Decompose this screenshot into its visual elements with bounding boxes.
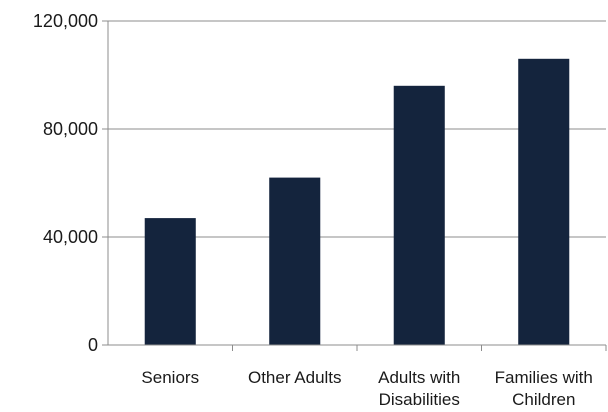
x-category-label: Families with Children [495,368,593,409]
bar-adults-with-disabilities [393,85,445,346]
bar-other-adults [269,177,321,345]
x-category-label: Seniors [141,368,199,387]
axes [102,20,607,351]
x-category-label: Other Adults [248,368,342,387]
y-tick-labels: 0 40,000 80,000 120,000 [33,11,98,355]
bars [144,58,570,346]
y-tick-label: 120,000 [33,11,98,31]
bar-families-with-children [518,58,570,346]
y-tick-label: 80,000 [43,119,98,139]
category-labels: Seniors Other Adults Adults with Disabiliti… [141,368,592,409]
x-category-label: Adults with Disabilities [378,368,460,409]
bar-seniors [144,218,196,345]
y-tick-label: 40,000 [43,227,98,247]
y-tick-label: 0 [88,335,98,355]
